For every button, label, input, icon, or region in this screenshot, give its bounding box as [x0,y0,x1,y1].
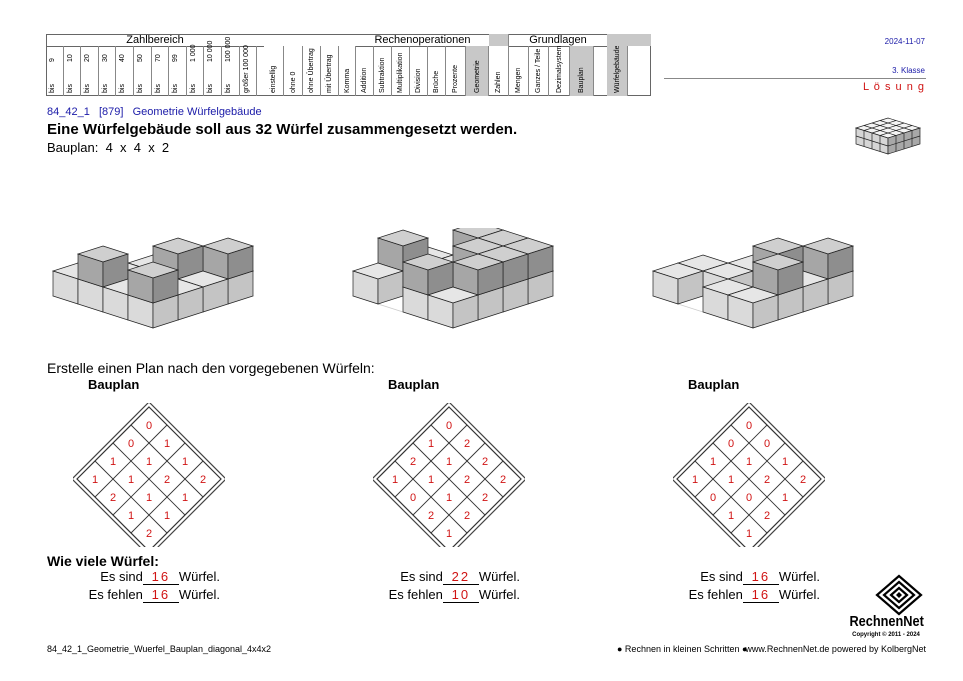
plan-cell-value: 0 [746,420,752,432]
cube-building-3 [651,237,855,329]
plan-cell-value: 1 [746,456,752,468]
plan-cell-value: 2 [464,474,470,486]
plan-cell-value: 0 [728,438,734,450]
cube-right-face [152,269,179,304]
plan-cell-value: 1 [128,510,134,522]
footer-slogan: ● Rechnen in kleinen Schritten ● [617,644,748,654]
cube-building-1 [51,237,255,329]
rechnennet-logo-icon [875,574,923,616]
cube-building-2 [351,228,555,329]
answer-missing-3: Es fehlen 16 Würfel. [688,587,820,603]
plan-cell-value: 2 [146,528,152,540]
answers-3: Es sind 16 Würfel. Es fehlen 16 Würfel. [640,569,820,603]
meta-divider [664,78,926,79]
group-grundlagen: Grundlagen [509,34,607,47]
plan-dimensions: Bauplan: 4 x 4 x 2 [47,140,170,155]
plan-cell-value: 1 [110,456,116,468]
plan-cell-value: 1 [128,474,134,486]
plan-cell-value: 1 [428,438,434,450]
plan-cell-value: 1 [146,456,152,468]
plan-cell-value: 2 [482,456,488,468]
plan-cell-value: 2 [464,510,470,522]
task-reference: 84_42_1 [879] Geometrie Würfelgebäude [47,106,262,118]
plan-cell-value: 2 [482,492,488,504]
plan-cell-value: 2 [110,492,116,504]
plan-cell-value: 1 [182,456,188,468]
plan-label-1: Bauplan [88,377,140,392]
copyright: Copyright © 2011 - 2024 [852,632,920,638]
plan-label-3: Bauplan [688,377,740,392]
plan-cell-value: 1 [728,474,734,486]
plan-cell-value: 2 [200,474,206,486]
plan-cell-value: 1 [446,528,452,540]
plan-cell-value: 1 [164,438,170,450]
plan-cell-value: 0 [764,438,770,450]
answers-2: Es sind 22 Würfel. Es fehlen 10 Würfel. [340,569,520,603]
topic-header-table: Zahlbereich Rechenoperationen Grundlagen 9 b… [46,34,651,96]
plan-cell-value: 1 [692,474,698,486]
plan-cell-value: 0 [710,492,716,504]
plan-cell-value: 0 [146,420,152,432]
plan-cell-value: 1 [428,474,434,486]
plan-cell-value: 2 [764,510,770,522]
grade: 3. Klasse [892,66,925,75]
answer-present-2: Es sind 22 Würfel. [400,569,520,585]
plan-cell-value: 1 [782,456,788,468]
plan-cell-value: 2 [500,474,506,486]
plan-cell-value: 1 [392,474,398,486]
cube-right-face [752,294,779,329]
plan-cell-value: 2 [164,474,170,486]
plan-cell-value: 2 [410,456,416,468]
plan-cell-value: 0 [746,492,752,504]
logo-text: RechnenNet [849,613,924,630]
answer-present-1: Es sind 16 Würfel. [100,569,220,585]
task-title: Eine Würfelgebäude soll aus 32 Würfel zu… [47,121,518,138]
plan-cell-value: 0 [410,492,416,504]
footer-filename: 84_42_1_Geometrie_Wuerfel_Bauplan_diagon… [47,644,272,654]
plan-cell-value: 1 [146,492,152,504]
loesung-label: L ö s u n g [863,81,925,93]
plan-cell-value: 1 [182,492,188,504]
answer-missing-2: Es fehlen 10 Würfel. [388,587,520,603]
date: 2024-11-07 [884,37,925,46]
plan-cell-value: 1 [728,510,734,522]
plan-cell-value: 2 [764,474,770,486]
plan-cell-value: 0 [128,438,134,450]
question-heading: Wie viele Würfel: [47,553,159,569]
answers-1: Es sind 16 Würfel. Es fehlen 16 Würfel. [40,569,220,603]
plan-cell-value: 1 [782,492,788,504]
plan-label-2: Bauplan [388,377,440,392]
plan-cell-value: 0 [446,420,452,432]
footer-site: www.RechnenNet.de powered by KolbergNet [745,644,926,654]
instruction: Erstelle einen Plan nach den vorgegebene… [47,360,375,376]
plan-cell-value: 1 [446,492,452,504]
cube-block-icon [854,117,922,155]
group-rechen: Rechenoperationen [356,34,489,47]
plan-cell-value: 2 [428,510,434,522]
plan-cell-value: 1 [164,510,170,522]
plan-cell-value: 1 [746,528,752,540]
answer-present-3: Es sind 16 Würfel. [700,569,820,585]
group-zahlbereich: Zahlbereich [46,34,264,47]
plan-cell-value: 1 [710,456,716,468]
plan-cell-value: 2 [464,438,470,450]
plan-cell-value: 2 [800,474,806,486]
plan-cell-value: 1 [92,474,98,486]
plan-cell-value: 1 [446,456,452,468]
cube-right-face [452,294,479,329]
answer-missing-1: Es fehlen 16 Würfel. [88,587,220,603]
